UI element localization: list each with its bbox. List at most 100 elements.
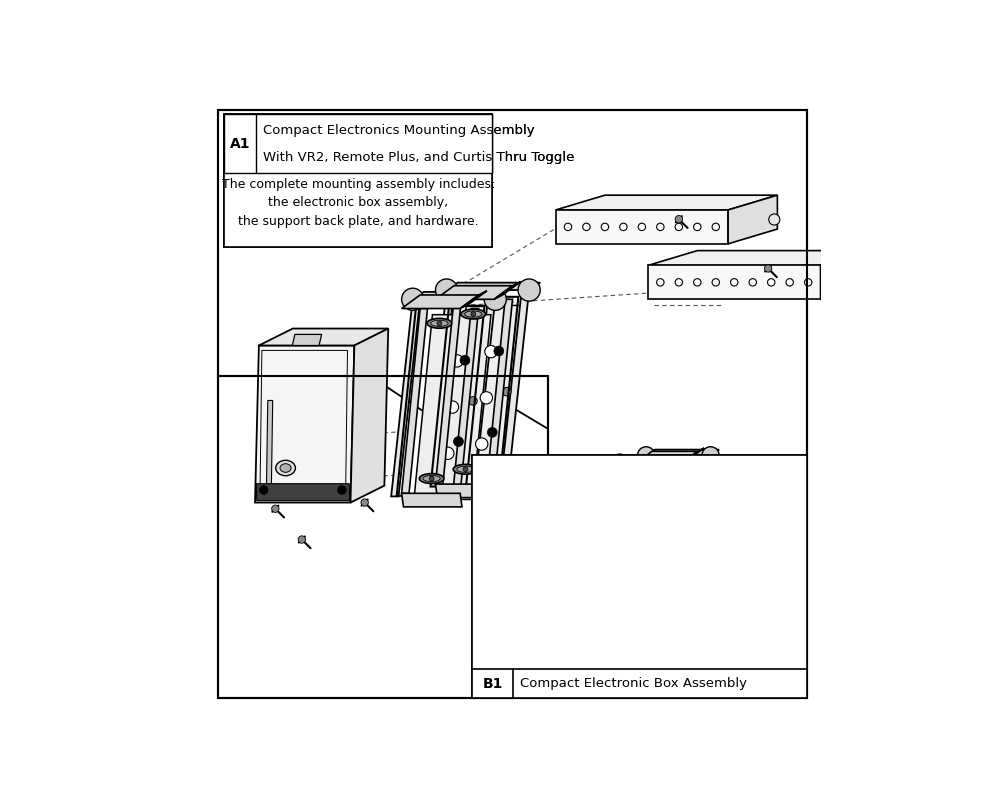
Circle shape bbox=[471, 311, 476, 317]
Circle shape bbox=[611, 454, 628, 471]
Circle shape bbox=[298, 536, 306, 543]
Polygon shape bbox=[611, 470, 631, 614]
Circle shape bbox=[361, 499, 368, 506]
Text: the support back plate, and hardware.: the support back plate, and hardware. bbox=[238, 214, 479, 228]
Ellipse shape bbox=[427, 318, 452, 328]
Circle shape bbox=[657, 223, 664, 230]
Circle shape bbox=[522, 649, 528, 654]
Circle shape bbox=[669, 570, 678, 580]
Circle shape bbox=[476, 438, 488, 450]
Circle shape bbox=[429, 476, 434, 481]
Ellipse shape bbox=[453, 464, 478, 474]
Polygon shape bbox=[564, 487, 593, 622]
Polygon shape bbox=[603, 462, 625, 617]
Polygon shape bbox=[611, 614, 658, 624]
Polygon shape bbox=[646, 450, 719, 455]
Circle shape bbox=[633, 600, 636, 604]
Bar bbox=[224, 114, 492, 247]
Circle shape bbox=[460, 355, 470, 365]
Circle shape bbox=[601, 223, 609, 230]
Ellipse shape bbox=[631, 477, 650, 485]
Ellipse shape bbox=[625, 598, 644, 606]
Circle shape bbox=[583, 223, 590, 230]
Circle shape bbox=[675, 223, 683, 230]
Text: B1: B1 bbox=[482, 677, 503, 690]
Circle shape bbox=[494, 346, 504, 356]
Circle shape bbox=[402, 288, 424, 310]
Text: With VR2, Remote Plus, and Curtis Thru Toggle: With VR2, Remote Plus, and Curtis Thru T… bbox=[263, 150, 574, 163]
Circle shape bbox=[259, 486, 268, 494]
Polygon shape bbox=[402, 309, 427, 494]
Bar bbox=[472, 455, 807, 698]
Polygon shape bbox=[621, 474, 681, 618]
Circle shape bbox=[446, 401, 459, 414]
Polygon shape bbox=[494, 282, 521, 299]
Circle shape bbox=[659, 593, 663, 597]
Circle shape bbox=[665, 471, 669, 475]
Polygon shape bbox=[661, 462, 684, 617]
Polygon shape bbox=[492, 487, 593, 500]
Text: the support back plate, and hardware.: the support back plate, and hardware. bbox=[238, 214, 479, 228]
Text: A1: A1 bbox=[230, 137, 250, 150]
Circle shape bbox=[683, 498, 691, 506]
Polygon shape bbox=[256, 484, 350, 501]
Polygon shape bbox=[453, 309, 479, 494]
Ellipse shape bbox=[419, 474, 444, 483]
Circle shape bbox=[657, 278, 664, 286]
Polygon shape bbox=[651, 470, 671, 614]
Polygon shape bbox=[500, 290, 529, 487]
Polygon shape bbox=[728, 195, 777, 244]
Circle shape bbox=[663, 538, 670, 545]
Polygon shape bbox=[820, 250, 870, 299]
Circle shape bbox=[749, 278, 756, 286]
Circle shape bbox=[676, 498, 686, 507]
Circle shape bbox=[638, 223, 646, 230]
Circle shape bbox=[731, 278, 738, 286]
Circle shape bbox=[712, 278, 719, 286]
Ellipse shape bbox=[654, 592, 668, 597]
Polygon shape bbox=[498, 543, 503, 610]
Text: Compact Electronic Box Assembly: Compact Electronic Box Assembly bbox=[520, 677, 747, 690]
Polygon shape bbox=[487, 299, 512, 484]
Circle shape bbox=[518, 279, 540, 301]
Bar bbox=[224, 114, 492, 247]
Polygon shape bbox=[391, 299, 420, 496]
Circle shape bbox=[675, 215, 683, 223]
Polygon shape bbox=[350, 329, 388, 502]
Circle shape bbox=[712, 223, 719, 230]
Circle shape bbox=[637, 446, 655, 464]
Polygon shape bbox=[629, 455, 652, 609]
Circle shape bbox=[678, 562, 686, 570]
Polygon shape bbox=[518, 491, 541, 500]
Polygon shape bbox=[255, 346, 354, 502]
Circle shape bbox=[672, 534, 682, 543]
Polygon shape bbox=[489, 500, 567, 622]
Polygon shape bbox=[402, 494, 462, 507]
Circle shape bbox=[690, 530, 697, 538]
Circle shape bbox=[435, 279, 458, 301]
Polygon shape bbox=[460, 291, 487, 309]
Ellipse shape bbox=[276, 460, 295, 476]
Circle shape bbox=[694, 223, 701, 230]
Circle shape bbox=[642, 578, 652, 587]
Circle shape bbox=[620, 223, 627, 230]
Polygon shape bbox=[466, 299, 495, 496]
Circle shape bbox=[451, 354, 463, 367]
Circle shape bbox=[675, 454, 693, 471]
Ellipse shape bbox=[457, 466, 474, 472]
Polygon shape bbox=[436, 286, 512, 299]
Circle shape bbox=[768, 278, 775, 286]
Polygon shape bbox=[447, 282, 540, 290]
Circle shape bbox=[861, 270, 872, 281]
Polygon shape bbox=[648, 250, 870, 266]
Circle shape bbox=[639, 479, 642, 482]
Ellipse shape bbox=[505, 590, 521, 602]
Polygon shape bbox=[556, 210, 728, 244]
Circle shape bbox=[769, 214, 780, 225]
Circle shape bbox=[338, 486, 346, 494]
Circle shape bbox=[786, 278, 793, 286]
Circle shape bbox=[702, 446, 719, 464]
Circle shape bbox=[492, 610, 499, 616]
Bar bbox=[472, 455, 807, 698]
Ellipse shape bbox=[465, 311, 482, 317]
